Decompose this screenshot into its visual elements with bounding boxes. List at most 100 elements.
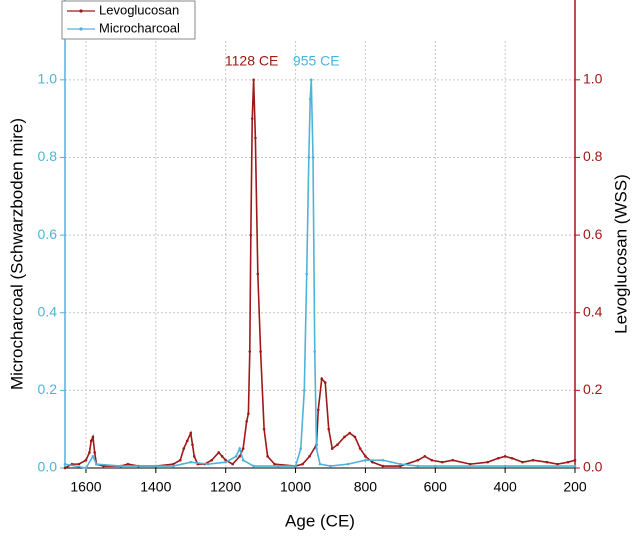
y2-tick-label: 0.2 (583, 381, 603, 397)
data-point (254, 136, 257, 140)
data-point (210, 458, 214, 462)
y-tick-label: 0.8 (38, 148, 58, 164)
data-point (189, 431, 193, 435)
data-point (126, 462, 130, 466)
data-point (241, 458, 245, 462)
series-line (64, 79, 576, 469)
data-point (416, 464, 420, 468)
data-point (250, 117, 254, 120)
data-point (451, 458, 455, 462)
legend-dot (79, 27, 83, 31)
data-point (95, 462, 98, 466)
data-point (358, 447, 362, 450)
data-point (259, 350, 262, 353)
data-point (309, 78, 313, 82)
x-tick-label: 800 (354, 479, 378, 495)
data-point (399, 464, 402, 468)
y-tick-label: 0.2 (38, 381, 58, 397)
data-point (556, 462, 559, 466)
data-point (217, 451, 220, 454)
data-point (220, 455, 224, 458)
y-tick-label: 1.0 (38, 71, 58, 87)
y-tick-label: 0.0 (38, 459, 58, 475)
data-point (224, 460, 227, 464)
data-point (192, 455, 196, 458)
data-point (299, 447, 303, 450)
data-point (329, 464, 332, 468)
data-point (311, 156, 315, 159)
data-point (63, 462, 67, 466)
data-point (241, 447, 245, 450)
data-point (381, 464, 385, 468)
y2-tick-label: 0.0 (583, 459, 603, 475)
data-point (416, 458, 420, 462)
data-point (93, 451, 96, 454)
data-point (84, 466, 88, 470)
data-point (119, 464, 123, 468)
y-tick-label: 0.4 (38, 303, 58, 319)
legend-dot (79, 9, 83, 13)
data-point (185, 439, 189, 443)
data-point (224, 458, 227, 462)
data-point (305, 272, 309, 276)
data-point (423, 455, 427, 458)
annotation: 955 CE (293, 53, 340, 69)
data-point (245, 420, 248, 423)
x-axis-label: Age (CE) (285, 511, 355, 530)
legend-label: Microcharcoal (99, 20, 180, 35)
data-point (256, 272, 260, 276)
data-point (315, 447, 318, 450)
data-point (249, 233, 253, 237)
data-point (301, 462, 304, 466)
data-point (323, 381, 327, 384)
data-point (353, 435, 357, 439)
data-point (273, 462, 276, 466)
data-point (399, 462, 402, 466)
data-point (318, 462, 322, 466)
data-point (364, 455, 367, 458)
data-point (154, 464, 158, 468)
data-point (91, 435, 95, 439)
data-point (238, 447, 241, 450)
y2-tick-label: 0.6 (583, 226, 603, 242)
data-point (84, 458, 88, 462)
data-point (191, 443, 194, 447)
data-point (189, 460, 193, 464)
data-point (364, 458, 367, 462)
data-point (88, 451, 91, 454)
data-point (308, 97, 312, 101)
data-point (343, 435, 346, 439)
data-point (178, 458, 182, 462)
data-point (486, 460, 489, 464)
data-point (531, 458, 535, 462)
data-point (545, 460, 549, 464)
data-point (171, 464, 175, 468)
data-point (573, 458, 577, 462)
data-point (433, 464, 437, 468)
data-point (252, 464, 255, 468)
data-point (182, 447, 186, 450)
data-point (294, 464, 297, 468)
data-point (430, 458, 434, 462)
data-point (63, 466, 67, 470)
data-point (521, 460, 524, 464)
data-point (307, 156, 311, 159)
data-point (503, 464, 507, 468)
x-tick-label: 1400 (140, 479, 171, 495)
data-point (206, 462, 210, 466)
data-point (308, 455, 311, 458)
data-point (320, 377, 324, 381)
data-point (316, 408, 320, 412)
data-point (266, 455, 269, 458)
data-point (247, 412, 250, 415)
data-point (440, 460, 444, 464)
x-tick-label: 200 (563, 479, 587, 495)
data-point (89, 439, 93, 443)
x-tick-label: 400 (493, 479, 517, 495)
data-point (302, 389, 306, 392)
data-point (313, 350, 317, 353)
data-point (503, 455, 507, 458)
data-point (346, 462, 350, 466)
data-point (381, 458, 385, 462)
